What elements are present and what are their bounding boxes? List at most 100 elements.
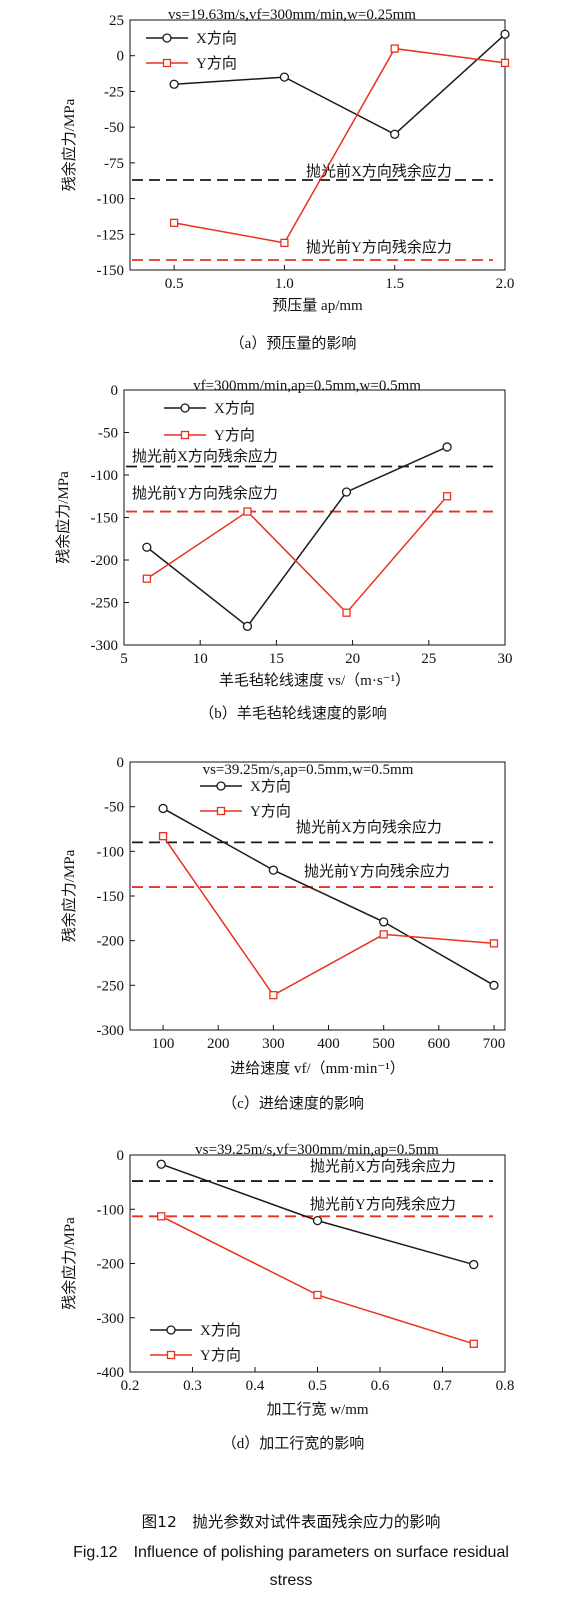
y-tick-label: -150: [97, 889, 125, 905]
y-tick-label: -150: [97, 263, 125, 279]
legend-marker: [180, 403, 190, 413]
legend-label: X方向: [196, 30, 237, 47]
data-point: [269, 991, 278, 1000]
y-tick-label: -100: [97, 844, 125, 860]
y-tick-label: -150: [91, 511, 119, 527]
data-point: [142, 542, 152, 552]
series-line-2: [173, 47, 506, 244]
data-point: [341, 487, 352, 497]
y-tick-label: -125: [97, 227, 125, 243]
x-axis-label: 羊毛毡轮线速度 vs/（m·s⁻¹）: [219, 672, 410, 689]
x-tick-label: 500: [372, 1036, 395, 1052]
data-point: [242, 621, 253, 631]
y-tick-label: 0: [117, 755, 125, 771]
series-line-2: [146, 495, 448, 614]
x-tick-label: 0.4: [246, 1378, 265, 1394]
y-tick-label: -200: [97, 1257, 125, 1273]
y-tick-label: 25: [109, 13, 124, 29]
y-axis-label: 残余应力/MPa: [54, 471, 72, 564]
y-tick-label: 0: [111, 383, 119, 399]
x-tick-label: 100: [152, 1036, 175, 1052]
x-tick-label: 0.5: [308, 1378, 327, 1394]
data-point: [342, 608, 351, 617]
x-tick-label: 600: [428, 1036, 451, 1052]
plot-frame: [129, 19, 506, 271]
data-point: [268, 865, 279, 875]
data-point: [312, 1215, 323, 1226]
legend-label: Y方向: [196, 55, 237, 72]
data-point: [157, 1212, 166, 1221]
y-tick-label: 0: [117, 1148, 125, 1164]
legend-marker: [162, 58, 172, 68]
panel-caption: （c）进给速度的影响: [222, 1095, 364, 1112]
data-point: [156, 1159, 166, 1169]
y-tick-label: -400: [97, 1365, 125, 1381]
y-tick-label: -200: [97, 934, 125, 950]
x-tick-label: 30: [498, 651, 513, 667]
legend-label: Y方向: [250, 803, 291, 820]
y-tick-label: -50: [104, 120, 124, 136]
params-label: vf=300mm/min,ap=0.5mm,w=0.5mm: [193, 378, 421, 394]
params-label: vs=19.63m/s,vf=300mm/min,w=0.25mm: [168, 7, 416, 23]
reference-line-label: 抛光前X方向残余应力: [306, 162, 452, 180]
legend-marker: [180, 430, 190, 440]
data-point: [379, 917, 389, 927]
data-point: [469, 1339, 478, 1348]
reference-line-label: 抛光前Y方向残余应力: [306, 238, 452, 256]
x-tick-label: 2.0: [496, 276, 515, 292]
x-tick-label: 1.0: [275, 276, 294, 292]
series-line-1: [146, 446, 448, 628]
plot-frame: [123, 389, 506, 646]
y-tick-label: -100: [91, 468, 119, 484]
x-tick-label: 5: [120, 651, 128, 667]
x-tick-label: 0.3: [183, 1378, 202, 1394]
x-tick-label: 400: [317, 1036, 340, 1052]
data-point: [169, 79, 179, 89]
x-tick-label: 300: [262, 1036, 285, 1052]
legend-label: X方向: [250, 778, 291, 795]
figure-caption-cn: 图12 抛光参数对试件表面残余应力的影响: [142, 1512, 441, 1531]
x-tick-label: 15: [269, 651, 284, 667]
x-tick-label: 10: [193, 651, 208, 667]
legend-marker: [216, 781, 226, 791]
data-point: [243, 507, 252, 516]
y-tick-label: -200: [91, 553, 119, 569]
x-tick-label: 0.5: [165, 276, 184, 292]
y-tick-label: -300: [91, 638, 119, 654]
y-axis-label: 残余应力/MPa: [60, 1217, 78, 1310]
data-point: [442, 492, 452, 501]
data-point: [489, 939, 499, 948]
x-tick-label: 1.5: [385, 276, 404, 292]
series-line-1: [160, 1163, 474, 1266]
reference-line-label: 抛光前X方向残余应力: [310, 1157, 456, 1175]
y-tick-label: -250: [91, 596, 119, 612]
y-tick-label: 0: [117, 49, 125, 65]
panel-caption: （b）羊毛毡轮线速度的影响: [199, 705, 387, 722]
y-tick-label: -250: [97, 978, 125, 994]
reference-line-label: 抛光前X方向残余应力: [296, 818, 442, 836]
y-tick-label: -75: [104, 156, 124, 172]
x-tick-label: 0.6: [371, 1378, 390, 1394]
data-point: [390, 129, 400, 139]
plot-frame: [129, 1154, 506, 1373]
data-point: [379, 930, 388, 939]
x-tick-label: 25: [421, 651, 436, 667]
data-point: [390, 44, 399, 53]
x-tick-label: 700: [483, 1036, 506, 1052]
reference-line-label: 抛光前Y方向残余应力: [310, 1195, 456, 1213]
x-axis-label: 预压量 ap/mm: [272, 297, 363, 314]
y-tick-label: -25: [104, 84, 124, 100]
data-point: [500, 58, 510, 68]
y-axis-label: 残余应力/MPa: [60, 849, 78, 942]
data-point: [489, 980, 499, 990]
y-tick-label: -50: [98, 426, 118, 442]
series-line-1: [174, 33, 506, 136]
reference-line-label: 抛光前Y方向残余应力: [132, 484, 278, 502]
y-tick-label: -100: [97, 1202, 125, 1218]
reference-line-label: 抛光前Y方向残余应力: [304, 862, 450, 880]
legend-marker: [162, 33, 172, 43]
